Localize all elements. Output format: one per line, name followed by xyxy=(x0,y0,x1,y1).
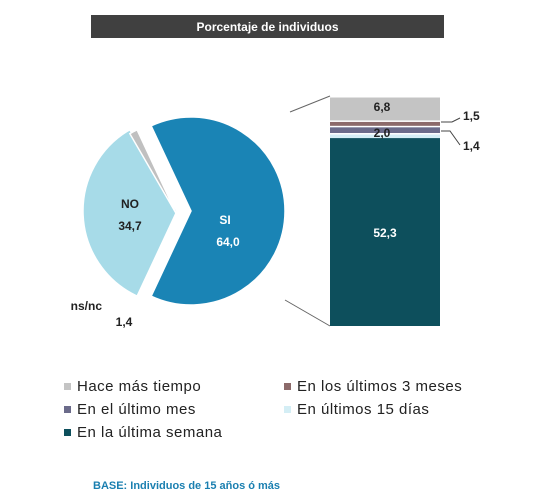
legend-swatch xyxy=(64,406,71,413)
chart-title: Porcentaje de individuos xyxy=(91,15,444,38)
leader-line-15-dias xyxy=(441,130,461,146)
connector-line-bottom xyxy=(284,299,331,327)
pie-label-nsnc: ns/nc xyxy=(71,299,103,313)
bar-segment-ultimo-mes xyxy=(330,127,440,134)
pie-label-si: SI xyxy=(219,213,230,227)
bar-segment-hace-mas-tiempo xyxy=(330,97,440,121)
bar-value-ultima-semana: 52,3 xyxy=(373,226,397,240)
legend-label: En últimos 15 días xyxy=(297,401,430,418)
pie-value-si: 64,0 xyxy=(216,235,240,249)
legend: Hace más tiempo En los últimos 3 meses E… xyxy=(64,378,504,448)
bar-value-ultimos-15-dias: 1,4 xyxy=(463,139,480,153)
pie-value-no: 34,7 xyxy=(118,219,142,233)
legend-label: En el último mes xyxy=(77,401,196,418)
legend-item-ultima-semana: En la última semana xyxy=(64,424,222,441)
legend-label: En la última semana xyxy=(77,424,223,441)
bar-segment-ultima-semana xyxy=(330,138,440,326)
legend-label: Hace más tiempo xyxy=(77,378,202,395)
pie-slice-si xyxy=(150,116,286,306)
pie-value-nsnc: 1,4 xyxy=(116,315,133,329)
leader-line-3-meses xyxy=(441,117,461,123)
legend-item-hace-mas-tiempo: Hace más tiempo xyxy=(64,378,201,395)
bar-segment-ultimos-3-meses xyxy=(330,121,440,126)
legend-swatch xyxy=(284,383,291,390)
legend-item-ultimos-15-dias: En últimos 15 días xyxy=(284,401,429,418)
legend-swatch xyxy=(64,429,71,436)
pie-label-no: NO xyxy=(121,197,139,211)
bar-value-hace-mas-tiempo: 6,8 xyxy=(374,100,391,114)
legend-swatch xyxy=(64,383,71,390)
legend-item-ultimos-3-meses: En los últimos 3 meses xyxy=(284,378,462,395)
bar-value-ultimo-mes: 2,0 xyxy=(374,126,391,140)
legend-swatch xyxy=(284,406,291,413)
pie-slice-nsnc xyxy=(128,128,178,216)
bar-segment-ultimos-15-dias xyxy=(330,134,440,139)
bar-value-ultimos-3-meses: 1,5 xyxy=(463,109,480,123)
legend-label: En los últimos 3 meses xyxy=(297,378,463,395)
connector-line-top xyxy=(289,95,331,113)
pie-bar-chart: NO 34,7 SI 64,0 ns/nc 1,4 52,3 6,8 2,0 1… xyxy=(71,95,480,329)
base-note: BASE: Individuos de 15 años ó más xyxy=(93,480,281,492)
legend-item-ultimo-mes: En el último mes xyxy=(64,401,196,418)
